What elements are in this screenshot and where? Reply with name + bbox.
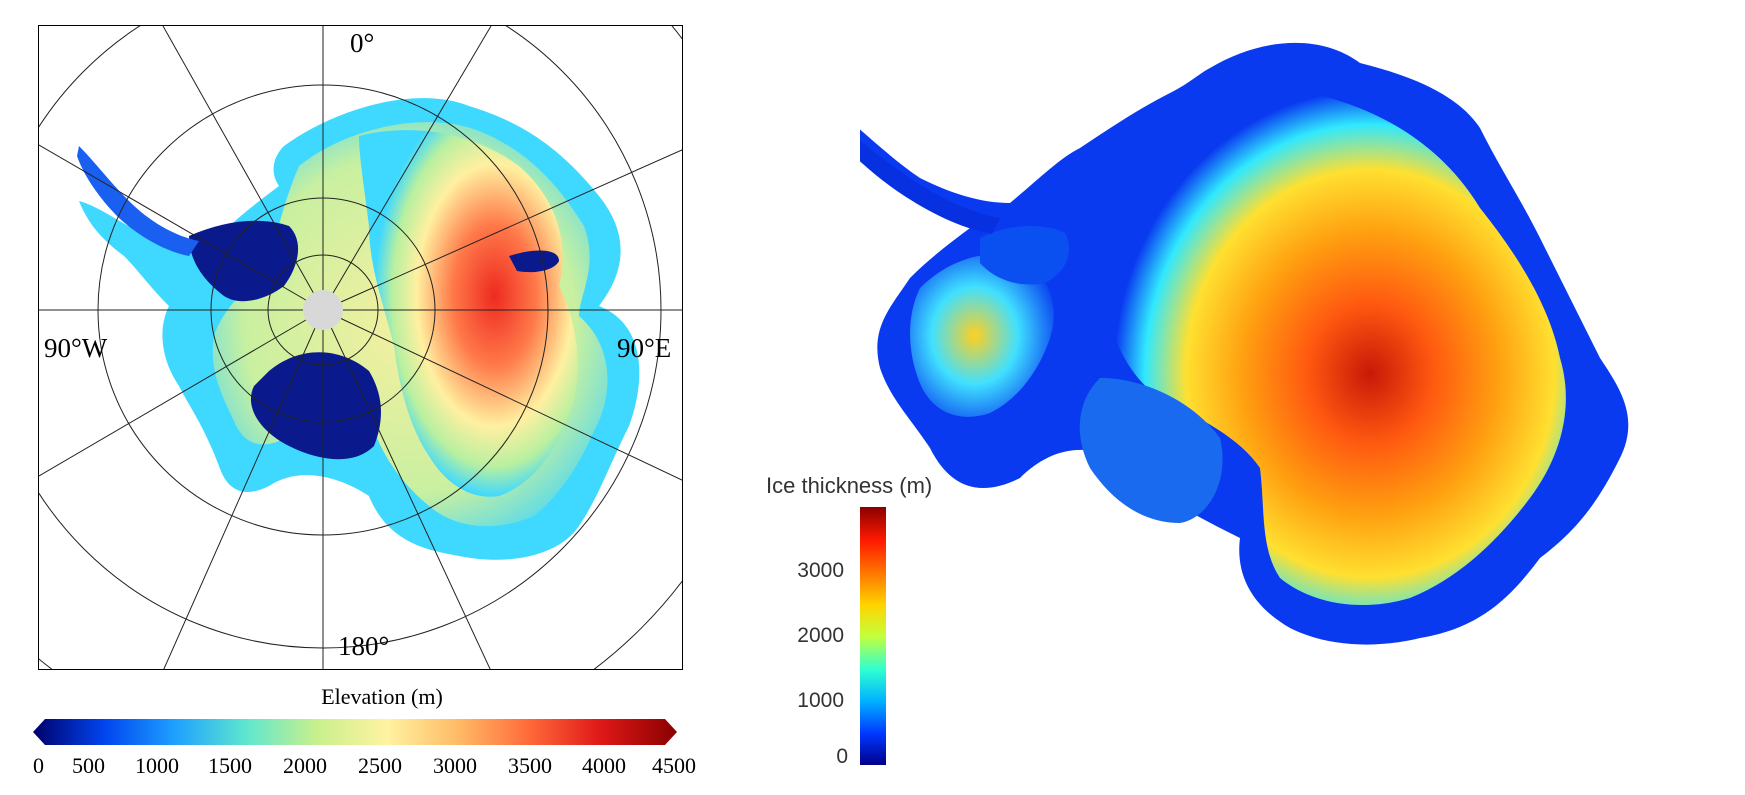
elev-tick-4500: 4500 [652,753,696,778]
thickness-colorbar-title: Ice thickness (m) [766,473,933,498]
elev-tick-3000: 3000 [433,753,477,778]
amery-ice-shelf [509,250,559,273]
ross-thin [1079,378,1223,523]
ice-thickness-map [860,42,1629,645]
elev-tick-4000: 4000 [582,753,626,778]
peninsula [860,140,1000,234]
ronne-thin [980,226,1069,285]
thickness-colorbar [860,507,886,765]
label-south: 180° [338,631,390,661]
elevation-map [38,25,683,670]
west-interior [910,254,1054,417]
thick-tick-2000: 2000 [797,624,844,647]
elev-tick-0: 0 [33,753,44,778]
elev-tick-3500: 3500 [508,753,552,778]
graticule [39,26,682,669]
pole-hole [303,290,343,330]
antarctic-peninsula [77,146,199,256]
ronne-ice-shelf [189,220,299,302]
label-north: 0° [350,28,375,58]
thick-tick-0: 0 [836,745,848,768]
elev-tick-1000: 1000 [135,753,179,778]
label-east: 90°E [617,333,672,363]
elev-tick-2500: 2500 [358,753,402,778]
label-west: 90°W [44,333,108,363]
elevation-map-graphic [39,26,682,669]
elev-tick-1500: 1500 [208,753,252,778]
elev-tick-2000: 2000 [283,753,327,778]
elevation-colorbar-title: Elevation (m) [321,684,443,709]
ross-ice-shelf [250,352,381,460]
thick-tick-3000: 3000 [797,559,844,582]
thick-tick-1000: 1000 [797,689,844,712]
elevation-colorbar [33,719,677,745]
elev-tick-500: 500 [72,753,105,778]
east-interior [1100,90,1566,606]
